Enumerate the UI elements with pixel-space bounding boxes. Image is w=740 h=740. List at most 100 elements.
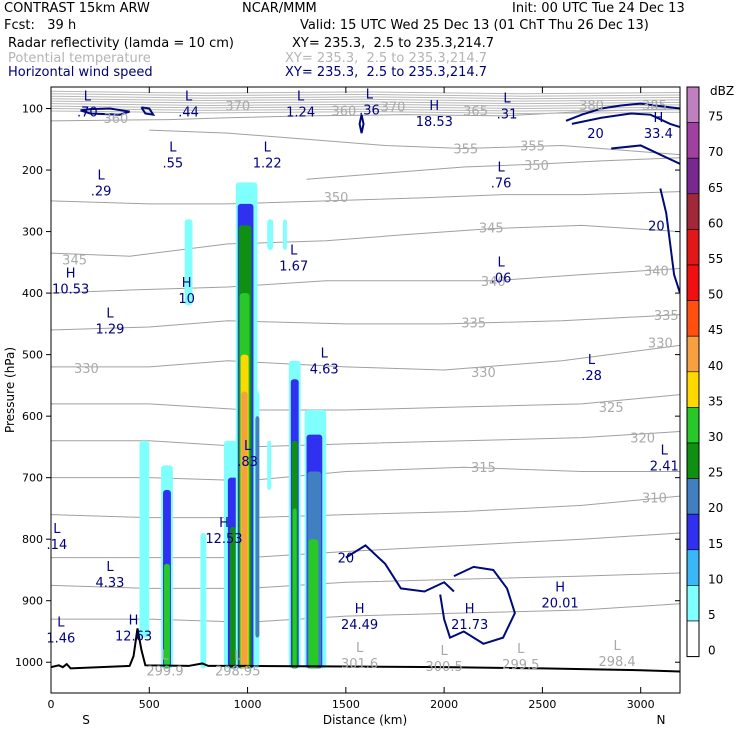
theta-contour-label: 310 [642,491,667,506]
wind-extremum-marker: H [653,111,663,126]
theta-contour [149,129,680,156]
y-tick-label: 100 [22,103,43,116]
theta-low-marker: L [517,642,525,657]
colorbar-label: 35 [708,394,723,408]
field-wind-name: Horizontal wind speed [8,65,153,80]
wind-extremum-value: 33.4 [644,127,673,142]
colorbar-swatch [686,371,700,408]
colorbar-label: 55 [708,252,723,266]
theta-contour [51,105,680,110]
reflectivity-cell [267,219,274,251]
field-theta-xy: XY= 235.3, 2.5 to 235.3,214.7 [285,51,488,66]
theta-contour [51,314,680,331]
theta-contour [51,103,680,107]
wind-extremum-marker: L [53,522,61,537]
wind-extremum-value: .44 [178,106,199,121]
field-reflectivity-name: Radar reflectivity (lamda = 10 cm) [8,36,234,51]
theta-contour-label: 370 [381,101,406,116]
theta-contour-label: 360 [331,104,356,119]
theta-contour-label: 355 [453,143,478,158]
wind-speed-contour [611,144,680,165]
y-tick-label: 700 [22,472,43,485]
wind-extremum-value: 10.53 [52,283,89,298]
wind-extremum-marker: H [465,602,475,617]
theta-low-value: 301.6 [341,657,378,672]
wind-extremum-value: 1.24 [286,106,315,121]
wind-speed-contour [565,102,680,122]
theta-contour [51,93,680,97]
colorbar-label: 50 [708,288,723,302]
theta-low-value: 298.95 [215,664,261,679]
colorbar-label: 25 [708,466,723,480]
wind-extremum-value: 1.29 [95,323,124,338]
wind-extremum-value: 24.49 [341,618,378,633]
reflectivity-cell [241,391,248,669]
colorbar-label: 5 [708,608,716,622]
wind-extremum-marker: H [66,267,76,282]
wind-extremum-marker: L [185,90,193,105]
theta-contour-label: 340 [481,275,506,290]
y-tick-label: 300 [22,226,43,239]
y-tick-label: 400 [22,287,43,300]
x-tick-label: 2500 [528,698,556,711]
wind-extremum-value: 4.63 [310,363,339,378]
theta-contour [51,100,680,105]
wind-extremum-value: 1.67 [279,259,308,274]
colorbar-swatch [686,620,700,657]
wind-extremum-marker: H [429,99,439,114]
x-tick-label: 0 [48,698,55,711]
field-wind-xy: XY= 235.3, 2.5 to 235.3,214.7 [285,65,488,80]
theta-contour-label: 330 [648,336,673,351]
init-time: Init: 00 UTC Tue 24 Dec 13 [512,1,685,16]
reflectivity-cell [255,416,260,638]
wind-speed-contour [140,106,156,117]
wind-extremum-marker: L [498,160,506,175]
wind-extremum-marker: H [219,516,229,531]
wind-extremum-value: .76 [491,176,512,191]
colorbar-unit: dBZ [710,84,734,98]
north-end-label: N [657,713,666,727]
wind-extremum-value: 12.63 [115,630,152,645]
colorbar-swatch [686,549,700,586]
wind-speed-contour [345,544,455,593]
theta-contour-label: 360 [103,112,128,127]
theta-contour-label: 320 [630,432,655,447]
south-end-label: S [82,713,90,727]
wind-extremum-marker: L [661,443,669,458]
wind-extremum-value: .83 [237,455,258,470]
wind-contour-label: 20 [648,219,665,234]
wind-extremum-marker: H [129,614,139,629]
x-tick-label: 3000 [627,698,655,711]
wind-extremum-marker: L [244,439,252,454]
colorbar-swatch [686,122,700,159]
theta-low-value: 300.5 [426,660,463,675]
colorbar-label: 75 [708,110,723,124]
field-theta-name: Potential temperature [8,51,151,66]
wind-extremum-value: .06 [491,272,512,287]
wind-extremum-value: .14 [47,538,68,553]
valid-time: Valid: 15 UTC Wed 25 Dec 13 (01 ChT Thu … [300,18,649,33]
colorbar-label: 40 [708,359,723,373]
wind-extremum-value: 18.53 [416,115,453,130]
wind-contour-label: 20 [587,127,604,142]
reflectivity-cell [184,219,193,306]
center-label: NCAR/MMM [242,1,317,16]
wind-speed-contour [358,114,365,134]
theta-contour [51,90,680,95]
colorbar-swatch [686,585,700,622]
reflectivity-cell [164,563,170,669]
theta-contour-label: 380 [579,99,604,114]
wind-speed-contour [571,112,680,128]
theta-contour [51,394,680,411]
colorbar-label: 10 [708,572,723,586]
wind-extremum-marker: L [84,90,92,105]
colorbar-swatch [686,478,700,515]
y-tick-label: 600 [22,410,43,423]
theta-contour [306,157,680,180]
colorbar-label: 60 [708,216,723,230]
x-tick-label: 2000 [430,698,458,711]
theta-contour [51,95,680,100]
wind-extremum-value: 10 [178,292,195,307]
colorbar-swatch [686,157,700,195]
